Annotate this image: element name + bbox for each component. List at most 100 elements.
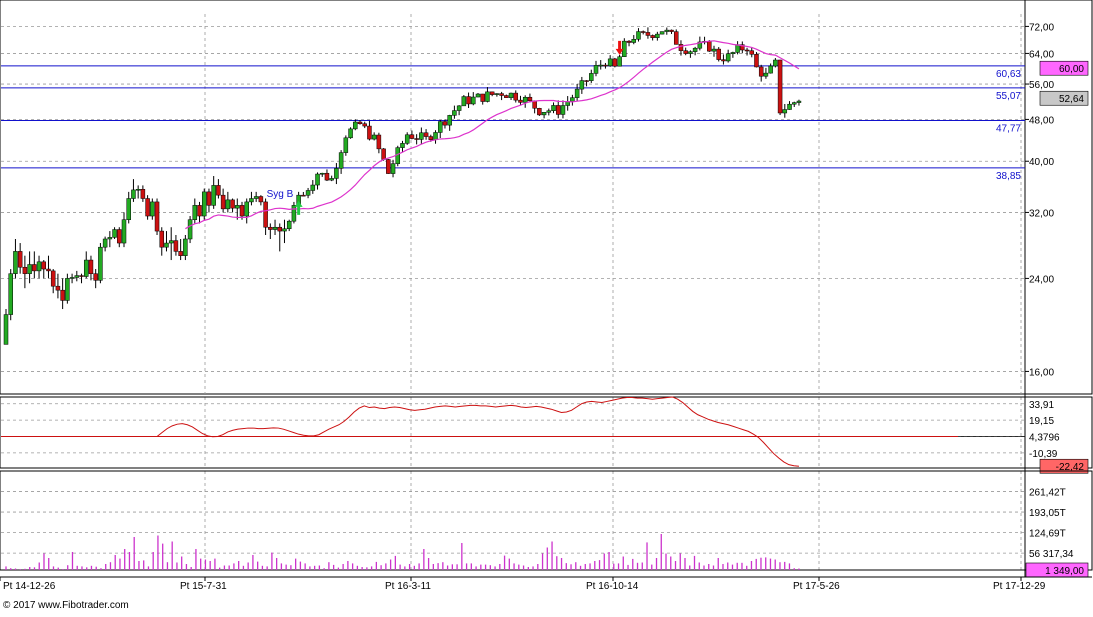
candle-body	[796, 100, 802, 103]
candle-body	[655, 33, 660, 38]
candle-body	[560, 105, 566, 115]
candle-body	[249, 198, 254, 203]
candle-body	[22, 266, 28, 274]
candle-body	[546, 110, 552, 113]
candle-body	[112, 229, 117, 238]
candle-body	[272, 226, 278, 230]
candle-body	[102, 238, 108, 248]
candle-body	[428, 136, 434, 140]
candle-body	[400, 143, 405, 148]
candle-body	[239, 205, 245, 217]
candle-body	[570, 97, 575, 102]
candle-body	[65, 278, 70, 301]
candle-body	[348, 128, 353, 139]
price-value-box	[1039, 60, 1089, 76]
oscillator-axis-label: 4,3796	[1029, 433, 1060, 444]
candle-body	[159, 230, 165, 248]
oscillator-value-box-label: -22,42	[1056, 462, 1085, 473]
volume-axis-label: 124,69T	[1029, 529, 1066, 540]
candle-body	[107, 237, 113, 240]
volume-axis-label: 56 317,34	[1029, 549, 1074, 560]
price-axis-label: 56,00	[1029, 80, 1054, 91]
candle-body	[3, 314, 9, 345]
candle-body	[433, 132, 438, 140]
candle-body	[466, 96, 471, 105]
candle-body	[329, 178, 334, 181]
candle-body	[508, 92, 514, 98]
candle-body	[126, 198, 131, 220]
candle-body	[707, 41, 712, 52]
candle-body	[740, 44, 745, 51]
candle-body	[603, 64, 608, 67]
candle-body	[334, 168, 339, 179]
candle-body	[442, 121, 448, 126]
candle-body	[371, 134, 377, 140]
candle-body	[419, 132, 424, 140]
candle-body	[235, 205, 240, 209]
candle-body	[673, 31, 679, 45]
candle-body	[135, 189, 141, 191]
volume-axis-label: 193,05T	[1029, 508, 1066, 519]
candle-body	[678, 44, 684, 51]
candle-body	[579, 80, 585, 90]
oscillator-axis-label: 33,91	[1029, 400, 1054, 411]
candle-body	[593, 65, 599, 74]
candle-body	[768, 65, 773, 74]
candle-body	[409, 134, 415, 139]
candle-body	[730, 52, 736, 54]
candle-body	[461, 96, 467, 107]
time-axis-label: Pt 16-10-14	[586, 581, 639, 592]
candle-body	[27, 264, 32, 274]
candle-body	[74, 275, 80, 278]
candle-body	[522, 96, 528, 103]
candle-body	[697, 41, 703, 49]
candle-body	[584, 80, 589, 82]
candle-body	[305, 190, 311, 196]
candle-body	[98, 246, 103, 281]
candle-body	[532, 100, 537, 109]
candle-body	[324, 172, 330, 181]
candle-body	[636, 31, 641, 40]
oscillator-value-box	[1039, 458, 1089, 474]
candle-body	[268, 226, 273, 230]
candle-body	[607, 58, 613, 67]
candle-body	[744, 49, 750, 52]
candle-body	[36, 261, 42, 272]
price-axis-label: 40,00	[1029, 157, 1054, 168]
candle-body	[362, 123, 367, 127]
candle-body	[574, 88, 580, 98]
candle-body	[225, 199, 231, 210]
price-axis-label: 48,00	[1029, 115, 1054, 126]
candle-body	[551, 105, 556, 111]
sell-signal-arrow	[615, 40, 624, 55]
candle-body	[688, 51, 693, 54]
candle-body	[258, 196, 264, 203]
candle-body	[721, 59, 726, 62]
candle-body	[206, 191, 212, 206]
candle-body	[353, 121, 358, 130]
candle-body	[456, 105, 462, 111]
moving-average-line	[185, 40, 800, 230]
candle-body	[121, 219, 127, 244]
candle-body	[88, 259, 94, 274]
candle-body	[669, 29, 674, 32]
candle-body	[83, 259, 89, 277]
candle-body	[598, 64, 603, 67]
time-axis-label: Pt 14-12-26	[3, 581, 56, 592]
candle-body	[518, 99, 523, 103]
level-label: 60,63	[996, 69, 1021, 80]
candle-body	[791, 102, 797, 105]
price-axis-label: 64,00	[1029, 49, 1054, 60]
candle-body	[253, 196, 259, 199]
volume-axis-label: 261,42T	[1029, 488, 1066, 499]
candle-body	[777, 59, 783, 114]
candle-body	[79, 275, 84, 277]
candle-body	[711, 48, 717, 52]
candle-body	[489, 91, 495, 95]
oscillator-panel-border	[0, 396, 1093, 469]
candle-body	[612, 58, 618, 67]
candle-body	[131, 189, 136, 199]
candle-body	[187, 219, 193, 240]
